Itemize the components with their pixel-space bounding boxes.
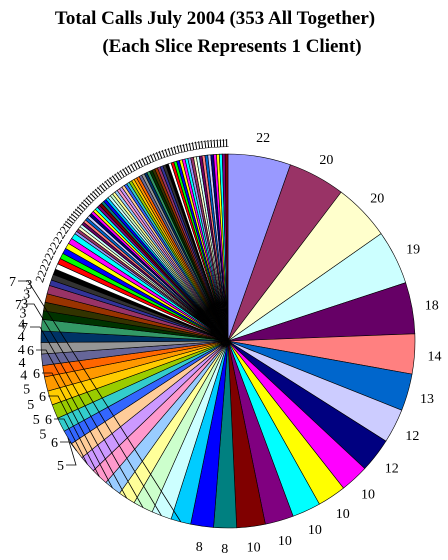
slice-label: 7 (15, 298, 22, 313)
slice-label: 1 (186, 139, 195, 154)
slice-label: 10 (278, 534, 292, 549)
slice-label: 10 (336, 507, 350, 522)
slice-label: 1 (152, 148, 163, 163)
slice-label: 4 (18, 317, 25, 332)
slice-label: 1 (141, 153, 152, 168)
slice-label: 20 (370, 192, 384, 207)
slice-label: 3 (23, 287, 30, 302)
slice-label: 1 (149, 149, 160, 164)
slice-label: 10 (308, 523, 322, 538)
slice-label: 8 (221, 542, 228, 557)
slice-label: 5 (23, 383, 30, 398)
slice-label: 6 (51, 436, 58, 451)
slice-label: 1 (220, 136, 226, 150)
slice-label: 1 (183, 140, 192, 155)
slice-label: 1 (192, 138, 200, 153)
slice-label: 1 (164, 144, 174, 159)
slice-label: 2 (36, 262, 51, 273)
slice-label: 1 (201, 137, 209, 152)
slice-label: 3 (26, 278, 33, 293)
slice-label: 19 (406, 242, 420, 257)
slice-label: 1 (158, 146, 168, 161)
leader-line (24, 303, 162, 517)
slice-label: 5 (39, 428, 46, 443)
slice-label: 6 (39, 390, 46, 405)
slice-label: 5 (27, 398, 34, 413)
slice-label: 1 (155, 147, 165, 162)
leader-line (60, 441, 77, 451)
slice-label: 1 (223, 136, 229, 150)
slice-label: 20 (319, 153, 333, 168)
slice-label: 18 (425, 298, 439, 313)
slice-label: 8 (196, 540, 203, 555)
slice-label: 6 (27, 344, 34, 359)
leader-line (66, 437, 77, 466)
chart-title: Total Calls July 2004 (353 All Together) (55, 8, 375, 29)
slice-label: 3 (21, 297, 28, 312)
slice-label: 4 (19, 356, 26, 371)
slice-label: 5 (57, 459, 64, 474)
slice-label: 12 (405, 429, 419, 444)
slice-label: 1 (161, 145, 171, 160)
slice-label: 10 (361, 488, 375, 503)
slice-label: 1 (144, 152, 155, 167)
slice-label: 1 (189, 139, 197, 154)
slice-label: 1 (198, 137, 206, 152)
pie-slices (40, 153, 416, 529)
slice-label: 1 (214, 136, 221, 150)
slice-label: 4 (20, 369, 27, 384)
slice-label: 1 (217, 136, 224, 150)
pie-slice (224, 153, 229, 342)
slice-label: 1 (195, 138, 203, 153)
slice-labels: 2220201918141312121010101010887776666655… (9, 131, 442, 557)
slice-label: 1 (208, 136, 215, 150)
leader-line (48, 395, 100, 477)
slice-label: 1 (135, 156, 147, 171)
slice-label: 13 (420, 392, 434, 407)
slice-label: 2 (41, 251, 56, 262)
slice-label: 1 (167, 144, 177, 159)
slice-label: 7 (9, 275, 16, 290)
slice-label: 7 (21, 321, 28, 336)
slice-label: 1 (132, 157, 144, 172)
chart-subtitle: (Each Slice Represents 1 Client) (102, 36, 361, 57)
slice-label: 12 (385, 462, 399, 477)
slice-label: 1 (173, 142, 182, 157)
slice-label: 1 (176, 141, 185, 156)
slice-label: 2 (34, 268, 49, 278)
slice-label: 1 (179, 141, 188, 156)
slice-label: 4 (18, 330, 25, 345)
leader-line (42, 372, 113, 489)
slice-label: 5 (33, 413, 40, 428)
slice-label: 22 (256, 131, 270, 146)
slice-label: 1 (204, 137, 211, 152)
slice-label: 6 (45, 413, 52, 428)
slice-label: 1 (146, 151, 157, 166)
slice-label: 10 (247, 540, 261, 555)
leader-line (18, 280, 182, 523)
slice-label: 14 (428, 349, 442, 364)
slice-label: 2 (32, 274, 47, 284)
slice-label: 4 (18, 343, 25, 358)
leader-line (54, 418, 88, 465)
leader-line (30, 326, 144, 508)
slice-label: 1 (129, 159, 141, 174)
slice-label: 6 (33, 367, 40, 382)
slice-label: 3 (20, 306, 27, 321)
slice-label: 2 (39, 257, 54, 268)
leader-line (36, 349, 128, 499)
slice-label: 1 (138, 154, 149, 169)
slice-label: 1 (170, 143, 180, 158)
slice-label: 2 (44, 245, 59, 257)
slice-label: 1 (211, 136, 218, 150)
